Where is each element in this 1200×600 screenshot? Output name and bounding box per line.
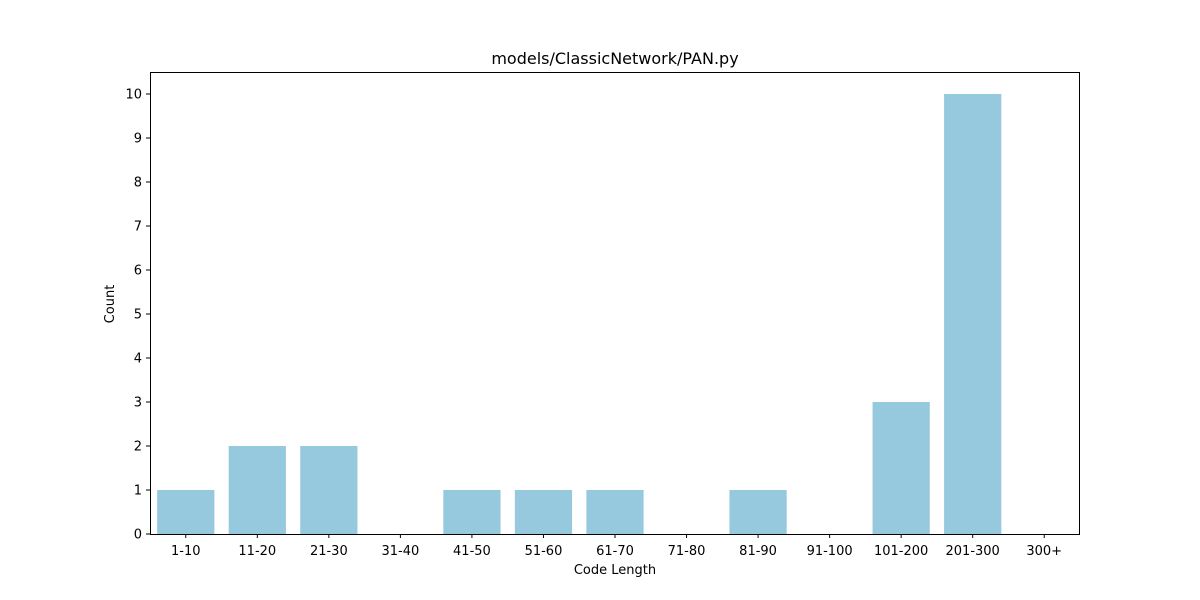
y-tick-label: 7 — [134, 220, 142, 235]
y-tick-label: 8 — [134, 176, 142, 191]
bar-101-200 — [872, 402, 930, 534]
x-tick-label: 1-10 — [171, 544, 201, 559]
x-axis-ticks: 1-10 11-20 21-30 31-40 41-50 51-60 61-70 71-80 8… — [171, 534, 1062, 559]
plot-area-frame — [150, 72, 1080, 535]
x-tick-label: 81-90 — [739, 544, 777, 559]
x-tick-label: 51-60 — [525, 544, 563, 559]
bar-81-90 — [729, 490, 787, 534]
x-axis-title: Code Length — [574, 563, 656, 578]
y-tick-label: 10 — [125, 88, 142, 103]
x-tick-label: 21-30 — [310, 544, 348, 559]
y-tick-label: 9 — [134, 132, 142, 147]
chart-title: models/ClassicNetwork/PAN.py — [491, 49, 738, 68]
x-tick-label: 61-70 — [596, 544, 634, 559]
x-tick-label: 11-20 — [238, 544, 276, 559]
y-tick-label: 3 — [134, 396, 142, 411]
y-axis-ticks: 0 1 2 3 4 5 6 7 8 9 10 — [125, 88, 150, 543]
x-tick-label: 300+ — [1026, 544, 1062, 559]
y-tick-label: 2 — [134, 440, 142, 455]
x-tick-label: 101-200 — [874, 544, 928, 559]
y-axis-title: Count — [103, 285, 118, 324]
y-tick-label: 4 — [134, 352, 142, 367]
y-tick-label: 1 — [134, 484, 142, 499]
bar-21-30 — [300, 446, 358, 534]
x-tick-label: 201-300 — [946, 544, 1000, 559]
bar-11-20 — [228, 446, 286, 534]
x-tick-label: 41-50 — [453, 544, 491, 559]
x-tick-label: 91-100 — [807, 544, 853, 559]
bar-41-50 — [443, 490, 501, 534]
y-tick-label: 0 — [134, 528, 142, 543]
bar-51-60 — [514, 490, 573, 534]
bar-61-70 — [586, 490, 644, 534]
x-tick-label: 71-80 — [668, 544, 706, 559]
bars-layer — [157, 94, 1002, 534]
bar-1-10 — [157, 490, 215, 534]
y-tick-label: 6 — [134, 264, 142, 279]
bar-201-300 — [944, 94, 1002, 534]
x-tick-label: 31-40 — [381, 544, 419, 559]
y-tick-label: 5 — [134, 308, 142, 323]
